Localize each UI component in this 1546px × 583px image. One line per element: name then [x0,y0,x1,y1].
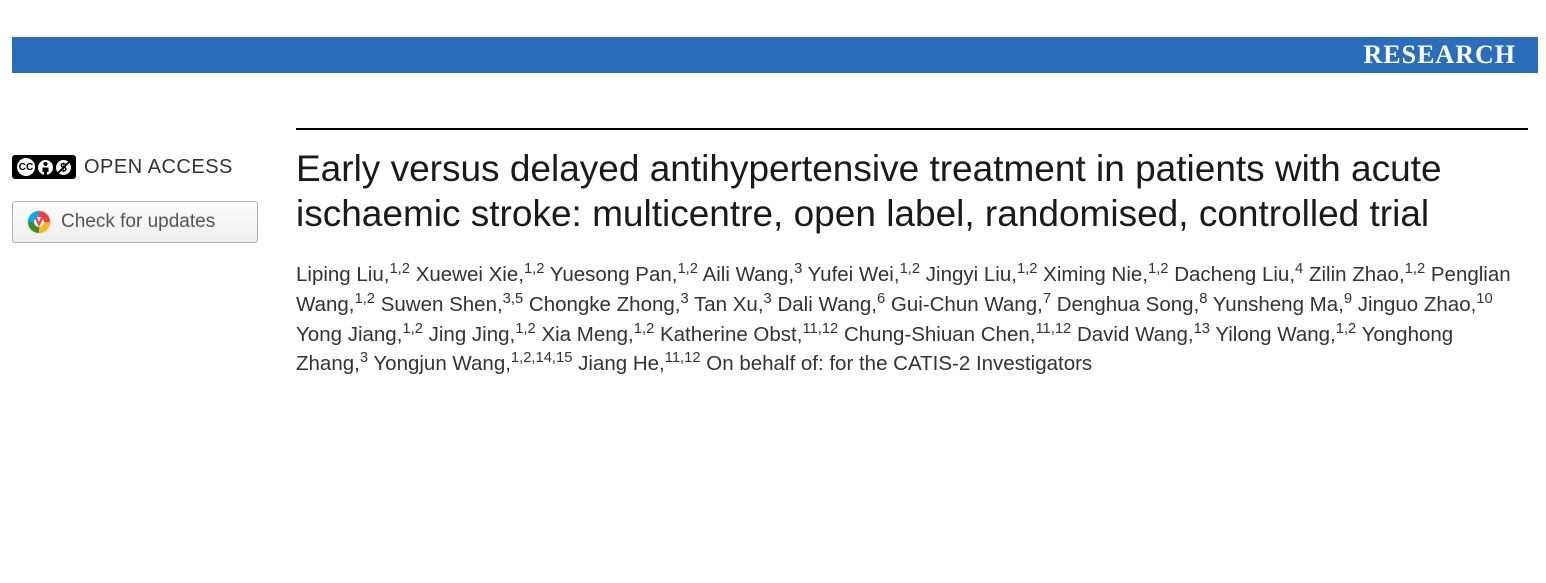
author-affiliation: 3 [764,291,772,307]
check-updates-button[interactable]: Check for updates [12,201,258,243]
author-name: Yunsheng Ma, [1213,293,1344,316]
author-affiliation: 4 [1295,261,1303,277]
nc-icon: $ [56,160,71,175]
article-header: Early versus delayed antihypertensive tr… [296,128,1528,379]
author-affiliation: 7 [1043,291,1051,307]
author-affiliation: 3 [360,351,368,367]
author-affiliation: 3 [794,261,802,277]
author-name: Dali Wang, [777,293,877,316]
author-affiliation: 1,2 [1336,321,1357,337]
author-list: Liping Liu,1,2 Xuewei Xie,1,2 Yuesong Pa… [296,260,1528,379]
author-affiliation: 1,2 [402,321,423,337]
sidebar: CC $ OPEN ACCESS Check for updates [12,155,267,243]
open-access-label: OPEN ACCESS [84,156,233,179]
section-banner: RESEARCH [12,37,1538,73]
author-name: Xia Meng, [541,323,633,346]
author-affiliation: 1,2 [900,261,921,277]
check-updates-label: Check for updates [61,211,215,233]
author-name: Chongke Zhong, [529,293,681,316]
author-name: Yilong Wang, [1215,323,1335,346]
author-name: Denghua Song, [1057,293,1199,316]
author-affiliation: 11,12 [665,351,701,367]
author-name: Tan Xu, [694,293,764,316]
author-name: Aili Wang, [703,263,795,286]
author-affiliation: 11,12 [1035,321,1071,337]
author-affiliation: 11,12 [802,321,838,337]
author-name: Ximing Nie, [1043,263,1148,286]
author-affiliation: 10 [1476,291,1492,307]
author-affiliation: 1,2,14,15 [511,351,573,367]
cc-icon: CC [17,158,35,176]
article-title: Early versus delayed antihypertensive tr… [296,146,1528,236]
cc-license-icon: CC $ [12,155,76,179]
author-affiliation: 1,2 [677,261,698,277]
author-affiliation: 1,2 [1148,261,1169,277]
author-affiliation: 3 [680,291,688,307]
author-affiliation: 1,2 [355,291,376,307]
author-affiliation: 9 [1344,291,1352,307]
author-name: Jiang He, [578,352,665,375]
author-name: Liping Liu, [296,263,389,286]
author-affiliation: 1,2 [1405,261,1426,277]
author-name: Yong Jiang, [296,323,402,346]
author-name: Suwen Shen, [381,293,503,316]
author-affiliation: 13 [1194,321,1210,337]
author-name: Chung-Shiuan Chen, [844,323,1035,346]
author-name: Gui-Chun Wang, [891,293,1043,316]
author-affiliation: 3,5 [503,291,524,307]
author-name: Yongjun Wang, [373,352,511,375]
behalf-text: On behalf of: for the CATIS-2 Investigat… [706,352,1092,375]
by-icon [38,160,53,175]
author-name: David Wang, [1077,323,1194,346]
author-affiliation: 1,2 [515,321,536,337]
author-name: Yufei Wei, [808,263,900,286]
author-affiliation: 1,2 [634,321,655,337]
title-rule [296,128,1528,130]
author-name: Dacheng Liu, [1174,263,1295,286]
author-name: Zilin Zhao, [1309,263,1405,286]
author-name: Jingyi Liu, [926,263,1017,286]
author-name: Katherine Obst, [660,323,802,346]
section-label: RESEARCH [1364,40,1516,70]
author-affiliation: 1,2 [524,261,545,277]
author-name: Jinguo Zhao, [1358,293,1477,316]
author-affiliation: 6 [877,291,885,307]
author-affiliation: 1,2 [1017,261,1038,277]
author-name: Jing Jing, [429,323,516,346]
author-affiliation: 8 [1199,291,1207,307]
author-name: Yuesong Pan, [550,263,678,286]
author-name: Xuewei Xie, [416,263,524,286]
crossmark-icon [27,210,51,234]
open-access-badge: CC $ OPEN ACCESS [12,155,267,179]
author-affiliation: 1,2 [389,261,410,277]
